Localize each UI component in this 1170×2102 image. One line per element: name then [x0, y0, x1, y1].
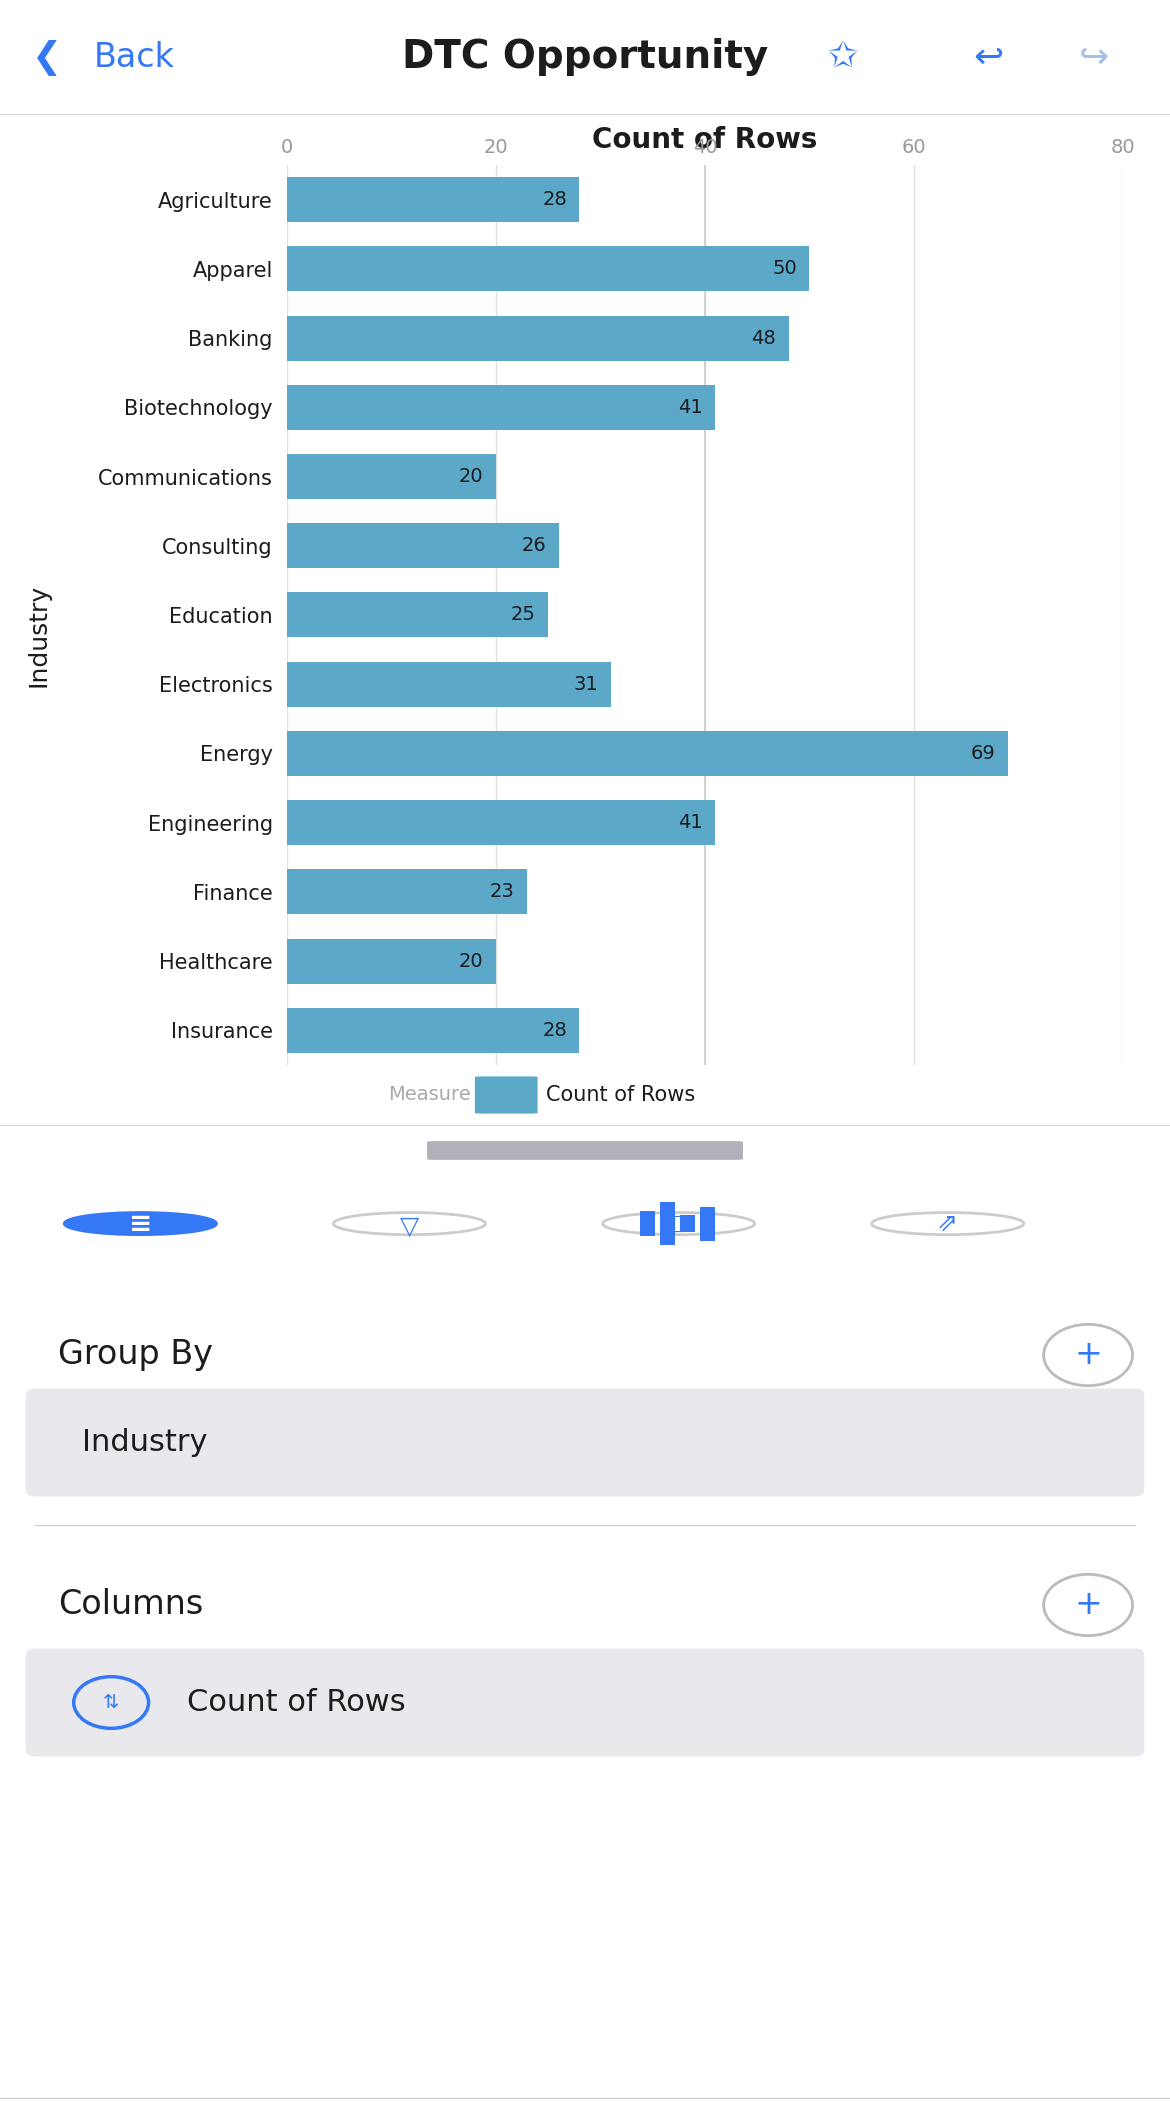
Text: DTC Opportunity: DTC Opportunity — [401, 38, 769, 76]
Bar — [287, 246, 810, 292]
Text: +: + — [1074, 1589, 1102, 1621]
Bar — [287, 454, 496, 498]
Text: ▽: ▽ — [400, 1215, 419, 1238]
Bar — [287, 315, 789, 362]
Text: 26: 26 — [521, 536, 546, 555]
Text: Count of Rows: Count of Rows — [187, 1688, 406, 1717]
FancyBboxPatch shape — [26, 1648, 1144, 1757]
Text: ❮: ❮ — [32, 40, 62, 76]
Bar — [287, 385, 715, 429]
Bar — [640, 1211, 655, 1236]
Text: 31: 31 — [573, 675, 598, 694]
Circle shape — [64, 1213, 216, 1234]
FancyBboxPatch shape — [475, 1076, 538, 1114]
Text: 28: 28 — [542, 1022, 567, 1040]
Text: Columns: Columns — [58, 1589, 204, 1621]
Text: 23: 23 — [490, 883, 515, 902]
Text: ⇅: ⇅ — [103, 1692, 119, 1711]
Text: Industry: Industry — [26, 584, 50, 687]
Text: Count of Rows: Count of Rows — [592, 126, 818, 153]
Text: 41: 41 — [679, 397, 703, 416]
Text: Count of Rows: Count of Rows — [546, 1085, 695, 1106]
Text: ↪: ↪ — [1079, 40, 1109, 74]
Text: 69: 69 — [971, 744, 996, 763]
Bar — [287, 523, 558, 568]
Text: Industry: Industry — [82, 1427, 207, 1457]
Bar — [287, 940, 496, 984]
Text: 41: 41 — [679, 813, 703, 832]
Text: 50: 50 — [772, 259, 797, 277]
FancyBboxPatch shape — [26, 1389, 1144, 1497]
Text: 25: 25 — [510, 605, 536, 624]
Text: 28: 28 — [542, 189, 567, 208]
Text: 20: 20 — [459, 952, 483, 971]
Text: ↩: ↩ — [973, 40, 1004, 74]
Bar — [287, 1007, 579, 1053]
Text: ⇗: ⇗ — [937, 1211, 958, 1236]
Text: Measure: Measure — [388, 1085, 470, 1104]
FancyBboxPatch shape — [427, 1141, 743, 1160]
Bar — [700, 1207, 715, 1240]
Text: 20: 20 — [459, 467, 483, 486]
Text: Back: Back — [94, 42, 176, 74]
Bar — [287, 662, 611, 706]
Bar — [287, 177, 579, 223]
Text: ✩: ✩ — [827, 40, 858, 74]
Bar — [287, 870, 528, 914]
Text: ≡: ≡ — [129, 1209, 152, 1238]
Bar — [287, 801, 715, 845]
Text: Group By: Group By — [58, 1339, 213, 1371]
Bar — [287, 593, 548, 637]
Text: ⬛: ⬛ — [673, 1215, 684, 1234]
Bar — [287, 731, 1009, 776]
Text: 48: 48 — [751, 328, 776, 347]
Bar — [660, 1202, 675, 1244]
Text: +: + — [1074, 1339, 1102, 1371]
Bar — [680, 1215, 695, 1232]
